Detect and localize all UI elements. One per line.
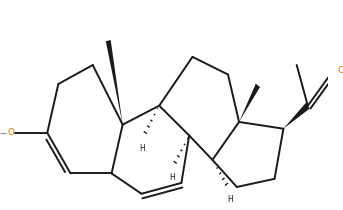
Polygon shape bbox=[239, 84, 260, 122]
Polygon shape bbox=[283, 103, 310, 129]
Text: O: O bbox=[338, 66, 343, 75]
Text: —: — bbox=[0, 130, 7, 136]
Text: H: H bbox=[140, 144, 145, 153]
Text: H: H bbox=[170, 173, 175, 182]
Text: H: H bbox=[227, 195, 233, 204]
Text: O: O bbox=[7, 128, 14, 137]
Polygon shape bbox=[106, 40, 123, 125]
